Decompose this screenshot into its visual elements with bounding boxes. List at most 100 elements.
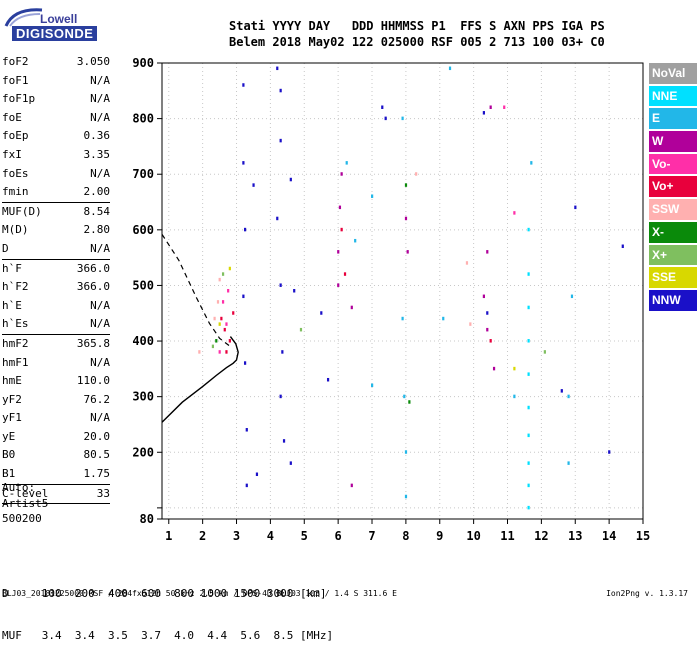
param-row: fmin 2.00 bbox=[2, 183, 110, 202]
echo-point bbox=[482, 294, 485, 299]
param-name: hmF2 bbox=[2, 336, 29, 350]
echo-point bbox=[198, 350, 201, 354]
echo-point bbox=[527, 305, 530, 310]
echo-point bbox=[228, 339, 231, 343]
x-tick-label: 11 bbox=[500, 529, 514, 543]
echo-point bbox=[404, 450, 408, 454]
y-tick-label: 200 bbox=[132, 445, 154, 459]
param-name: foEp bbox=[2, 129, 29, 143]
param-value: 8.54 bbox=[83, 204, 111, 218]
echo-point bbox=[527, 405, 530, 410]
autoscaling-info: Auto: Artist5 500200 bbox=[2, 480, 48, 527]
echo-point bbox=[401, 116, 404, 121]
param-row: foE N/A bbox=[2, 109, 110, 128]
param-row: yF2 76.2 bbox=[2, 391, 110, 410]
echo-point bbox=[221, 300, 225, 304]
echo-point bbox=[337, 283, 340, 287]
echo-point bbox=[211, 344, 215, 349]
x-tick-label: 15 bbox=[636, 529, 650, 543]
legend-sse: SSE bbox=[649, 267, 697, 290]
echo-point bbox=[621, 244, 624, 249]
legend-nne: NNE bbox=[649, 85, 697, 109]
param-value: 365.8 bbox=[76, 336, 110, 350]
echo-point bbox=[279, 138, 282, 143]
echo-point bbox=[448, 66, 452, 71]
echo-point bbox=[371, 383, 374, 388]
x-tick-label: 8 bbox=[402, 529, 409, 543]
param-row: B0 80.5 bbox=[2, 446, 110, 465]
echo-point bbox=[543, 350, 546, 354]
param-value: 2.00 bbox=[83, 185, 111, 199]
y-tick-label: 600 bbox=[132, 223, 154, 237]
x-tick-label: 10 bbox=[466, 529, 480, 543]
param-value: 76.2 bbox=[83, 392, 111, 406]
echo-point bbox=[252, 183, 255, 187]
profile-dashed-line bbox=[161, 233, 231, 348]
logo-digisonde: DIGISONDE bbox=[12, 26, 98, 41]
param-name: fmin bbox=[2, 185, 29, 199]
echo-point bbox=[527, 339, 530, 343]
legend-vo: Vo+ bbox=[649, 176, 697, 200]
param-separator bbox=[2, 258, 110, 260]
param-value: N/A bbox=[90, 298, 110, 312]
param-row: hmF2 365.8 bbox=[2, 335, 110, 354]
legend-x: X- bbox=[649, 221, 697, 245]
x-tick-label: 4 bbox=[267, 529, 274, 543]
echo-point bbox=[403, 394, 406, 399]
echo-point bbox=[486, 250, 489, 254]
legend-e: E bbox=[649, 108, 697, 132]
param-name: B1 bbox=[2, 467, 16, 481]
echo-point bbox=[225, 322, 228, 326]
echo-point bbox=[299, 327, 303, 332]
y-tick-label: 800 bbox=[132, 112, 154, 126]
distance-muf-table: D 100 200 400 600 800 1000 1500 3000 [km… bbox=[2, 559, 333, 657]
x-tick-label: 3 bbox=[233, 529, 240, 543]
param-name: h`E bbox=[2, 298, 22, 312]
param-name: foEs bbox=[2, 166, 29, 180]
echo-point bbox=[216, 300, 220, 304]
param-row: yE 20.0 bbox=[2, 428, 110, 447]
echo-point bbox=[276, 216, 279, 221]
param-value: N/A bbox=[90, 92, 110, 106]
echo-point bbox=[279, 88, 282, 93]
echo-point bbox=[338, 205, 342, 210]
footer-version: Ion2Png v. 1.3.17 bbox=[606, 589, 688, 598]
legend-w: W bbox=[649, 131, 697, 154]
echo-point bbox=[223, 327, 226, 332]
echo-point bbox=[337, 250, 340, 254]
param-row: hmF1 N/A bbox=[2, 354, 110, 373]
x-tick-label: 12 bbox=[534, 529, 548, 543]
auto-label: Auto: bbox=[2, 481, 36, 494]
param-row: yF1 N/A bbox=[2, 409, 110, 428]
echo-point bbox=[215, 339, 218, 343]
param-name: h`F2 bbox=[2, 280, 29, 294]
param-row: D N/A bbox=[2, 240, 110, 259]
echo-point bbox=[415, 172, 418, 176]
digisonde-logo-icon bbox=[4, 8, 43, 27]
logo-lowell: Lowell bbox=[40, 12, 78, 26]
x-tick-label: 6 bbox=[335, 529, 342, 543]
echo-point bbox=[218, 277, 221, 282]
echo-point bbox=[340, 172, 343, 176]
param-value: 80.5 bbox=[83, 448, 111, 462]
y-tick-label: 400 bbox=[132, 334, 154, 348]
echo-point bbox=[406, 250, 409, 254]
auto-code: 500200 bbox=[2, 512, 42, 525]
param-row: C-level 33 bbox=[2, 485, 110, 504]
param-value: N/A bbox=[90, 355, 110, 369]
plot-frame bbox=[161, 62, 644, 520]
echo-point bbox=[279, 394, 282, 399]
echo-point bbox=[381, 105, 384, 109]
param-name: C-level bbox=[2, 486, 49, 500]
echo-point bbox=[503, 105, 506, 109]
echo-point bbox=[345, 161, 348, 165]
param-value: 2.80 bbox=[83, 223, 111, 237]
echo-point bbox=[243, 361, 247, 365]
legend-x: X+ bbox=[649, 244, 697, 268]
param-row: fxI 3.35 bbox=[2, 146, 110, 165]
echo-point bbox=[350, 305, 353, 310]
param-name: foF1 bbox=[2, 73, 29, 87]
param-name: yF1 bbox=[2, 411, 22, 425]
param-value: 1.75 bbox=[83, 467, 111, 481]
echo-point bbox=[574, 205, 577, 210]
